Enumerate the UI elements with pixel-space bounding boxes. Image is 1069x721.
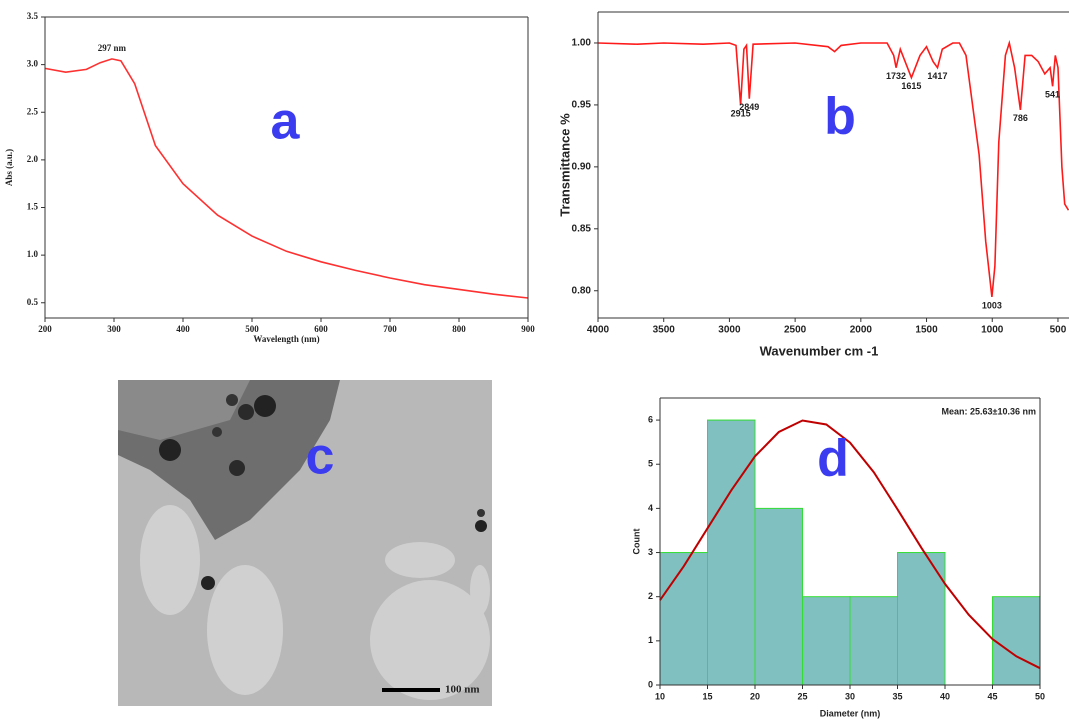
histogram-bar bbox=[849, 596, 898, 686]
y-tick-label: 3 bbox=[648, 547, 653, 557]
chart-panel: 297 nm 200 300 400 500 600 700 800 900 0.5 1.0 1.5 2… bbox=[4, 11, 535, 344]
x-tick-label: 30 bbox=[845, 691, 855, 701]
histogram-bar bbox=[659, 552, 708, 686]
x-axis-title: Wavenumber cm -1 bbox=[760, 343, 879, 358]
panel-letter: a bbox=[271, 93, 301, 151]
fit-curve bbox=[659, 419, 1041, 670]
x-tick-label: 50 bbox=[1035, 691, 1045, 701]
x-tick-label: 45 bbox=[987, 691, 997, 701]
histogram-bar bbox=[897, 552, 946, 686]
tem-cluster-edge bbox=[118, 380, 250, 440]
x-tick-label: 25 bbox=[797, 691, 807, 701]
hole bbox=[385, 542, 455, 578]
x-tick-label: 900 bbox=[521, 324, 535, 334]
particle bbox=[201, 576, 215, 590]
y-tick-label: 0.5 bbox=[27, 297, 39, 307]
spectrum-line bbox=[597, 39, 1069, 297]
annotation: Mean: 25.63±10.36 nm bbox=[942, 406, 1037, 416]
peak-label: 541 bbox=[1045, 90, 1060, 100]
x-tick-label: 1000 bbox=[981, 325, 1004, 336]
y-axis-title: Transmittance % bbox=[557, 113, 572, 217]
x-tick-label: 400 bbox=[176, 324, 190, 334]
y-tick-label: 0.80 bbox=[572, 285, 592, 296]
y-tick-label: 2.5 bbox=[27, 106, 39, 116]
peak-label: 1732 bbox=[886, 71, 906, 81]
particle bbox=[212, 427, 222, 437]
y-tick-label: 2.0 bbox=[27, 154, 39, 164]
y-tick-label: 0.85 bbox=[572, 223, 592, 234]
histogram-bar bbox=[707, 419, 756, 686]
hole bbox=[207, 565, 283, 695]
peak-label: 1417 bbox=[927, 71, 947, 81]
peak-label: 1615 bbox=[901, 81, 921, 91]
x-tick-label: 2500 bbox=[784, 325, 807, 336]
particle bbox=[238, 404, 254, 420]
histogram-bar bbox=[992, 596, 1041, 686]
peak-label: 786 bbox=[1013, 113, 1028, 123]
x-tick-label: 35 bbox=[892, 691, 902, 701]
x-tick-label: 700 bbox=[383, 324, 397, 334]
y-tick-label: 6 bbox=[648, 414, 653, 424]
x-tick-label: 500 bbox=[245, 324, 259, 334]
particle bbox=[226, 394, 238, 406]
x-tick-label: 20 bbox=[750, 691, 760, 701]
y-tick-label: 0.90 bbox=[572, 161, 592, 172]
panel-letter: d bbox=[817, 430, 849, 488]
y-tick-label: 1 bbox=[648, 635, 653, 645]
x-axis-title: Wavelength (nm) bbox=[253, 334, 319, 344]
x-tick-label: 1500 bbox=[915, 325, 938, 336]
x-tick-label: 40 bbox=[940, 691, 950, 701]
particle bbox=[254, 395, 276, 417]
x-tick-label: 500 bbox=[1050, 325, 1067, 336]
panel-letter: c bbox=[306, 428, 335, 486]
y-tick-label: 0 bbox=[648, 679, 653, 689]
x-tick-label: 3500 bbox=[653, 325, 676, 336]
particle bbox=[477, 509, 485, 517]
x-tick-label: 10 bbox=[655, 691, 665, 701]
y-tick-label: 3.5 bbox=[27, 11, 39, 21]
tem-image-panel: 100 nm c bbox=[118, 380, 492, 706]
peak-label: 2915 bbox=[731, 108, 751, 118]
y-tick-label: 3.0 bbox=[27, 59, 39, 69]
y-tick-label: 5 bbox=[648, 459, 653, 469]
panel-letter: b bbox=[824, 88, 856, 146]
x-tick-label: 2000 bbox=[850, 325, 873, 336]
x-tick-label: 300 bbox=[107, 324, 121, 334]
x-tick-label: 3000 bbox=[718, 325, 741, 336]
y-tick-label: 4 bbox=[648, 503, 653, 513]
x-tick-label: 15 bbox=[702, 691, 712, 701]
x-tick-label: 4000 bbox=[587, 325, 610, 336]
peak-label: 2849 bbox=[739, 102, 759, 112]
y-tick-label: 1.00 bbox=[572, 38, 592, 49]
hole bbox=[370, 580, 490, 700]
peak-label: 297 nm bbox=[98, 43, 127, 53]
y-tick-label: 1.5 bbox=[27, 202, 39, 212]
histogram-bar bbox=[754, 507, 803, 686]
y-axis-title: Count bbox=[631, 529, 641, 555]
y-tick-label: 1.0 bbox=[27, 249, 39, 259]
particle bbox=[475, 520, 487, 532]
particle bbox=[159, 439, 181, 461]
hole bbox=[140, 505, 200, 615]
x-tick-label: 800 bbox=[452, 324, 466, 334]
particle bbox=[229, 460, 245, 476]
y-axis-title: Abs (a.u.) bbox=[4, 149, 14, 186]
spectrum-line bbox=[44, 58, 529, 299]
x-tick-label: 600 bbox=[314, 324, 328, 334]
x-tick-label: 200 bbox=[38, 324, 52, 334]
scale-bar-label: 100 nm bbox=[445, 684, 480, 696]
y-tick-label: 0.95 bbox=[572, 100, 592, 111]
histogram-bar bbox=[802, 596, 851, 686]
x-axis-title: Diameter (nm) bbox=[820, 708, 881, 718]
hole bbox=[470, 565, 490, 615]
peak-label: 1003 bbox=[982, 300, 1002, 310]
y-tick-label: 2 bbox=[648, 591, 653, 601]
